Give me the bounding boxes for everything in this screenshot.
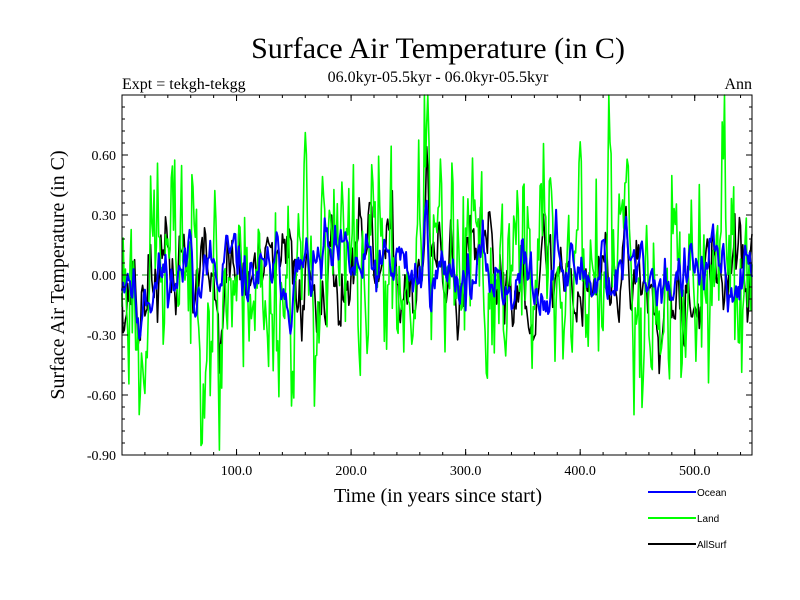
legend: Ocean Land AllSurf: [648, 488, 727, 551]
legend-label-ocean: Ocean: [697, 488, 726, 499]
y-tick-label: 0.60: [92, 149, 117, 164]
expt-label: Expt = tekgh-tekgg: [122, 76, 246, 93]
y-tick-label: -0.30: [87, 329, 116, 344]
y-tick-label: 0.30: [92, 209, 117, 224]
legend-label-land: Land: [697, 514, 719, 525]
plot-area: [121, 94, 753, 451]
y-tick-label: -0.90: [87, 449, 116, 464]
x-tick-label: 300.0: [450, 464, 482, 479]
x-tick-label: 500.0: [679, 464, 711, 479]
series-line-allsurf: [121, 145, 753, 375]
y-axis-label: Surface Air Temperature (in C): [47, 150, 69, 399]
chart-title: Surface Air Temperature (in C): [251, 32, 625, 65]
y-tick-label: -0.60: [87, 389, 116, 404]
legend-label-allsurf: AllSurf: [697, 540, 727, 551]
subtitle: 06.0kyr-05.5kyr - 06.0kyr-05.5kyr: [328, 69, 549, 86]
series-line-land: [121, 94, 753, 451]
y-tick-label: 0.00: [92, 269, 117, 284]
series-line-ocean: [121, 199, 753, 340]
x-tick-label: 100.0: [221, 464, 253, 479]
x-tick-label: 200.0: [335, 464, 367, 479]
season-label: Ann: [724, 76, 752, 93]
x-tick-label: 400.0: [564, 464, 596, 479]
x-axis-label: Time (in years since start): [334, 485, 542, 507]
